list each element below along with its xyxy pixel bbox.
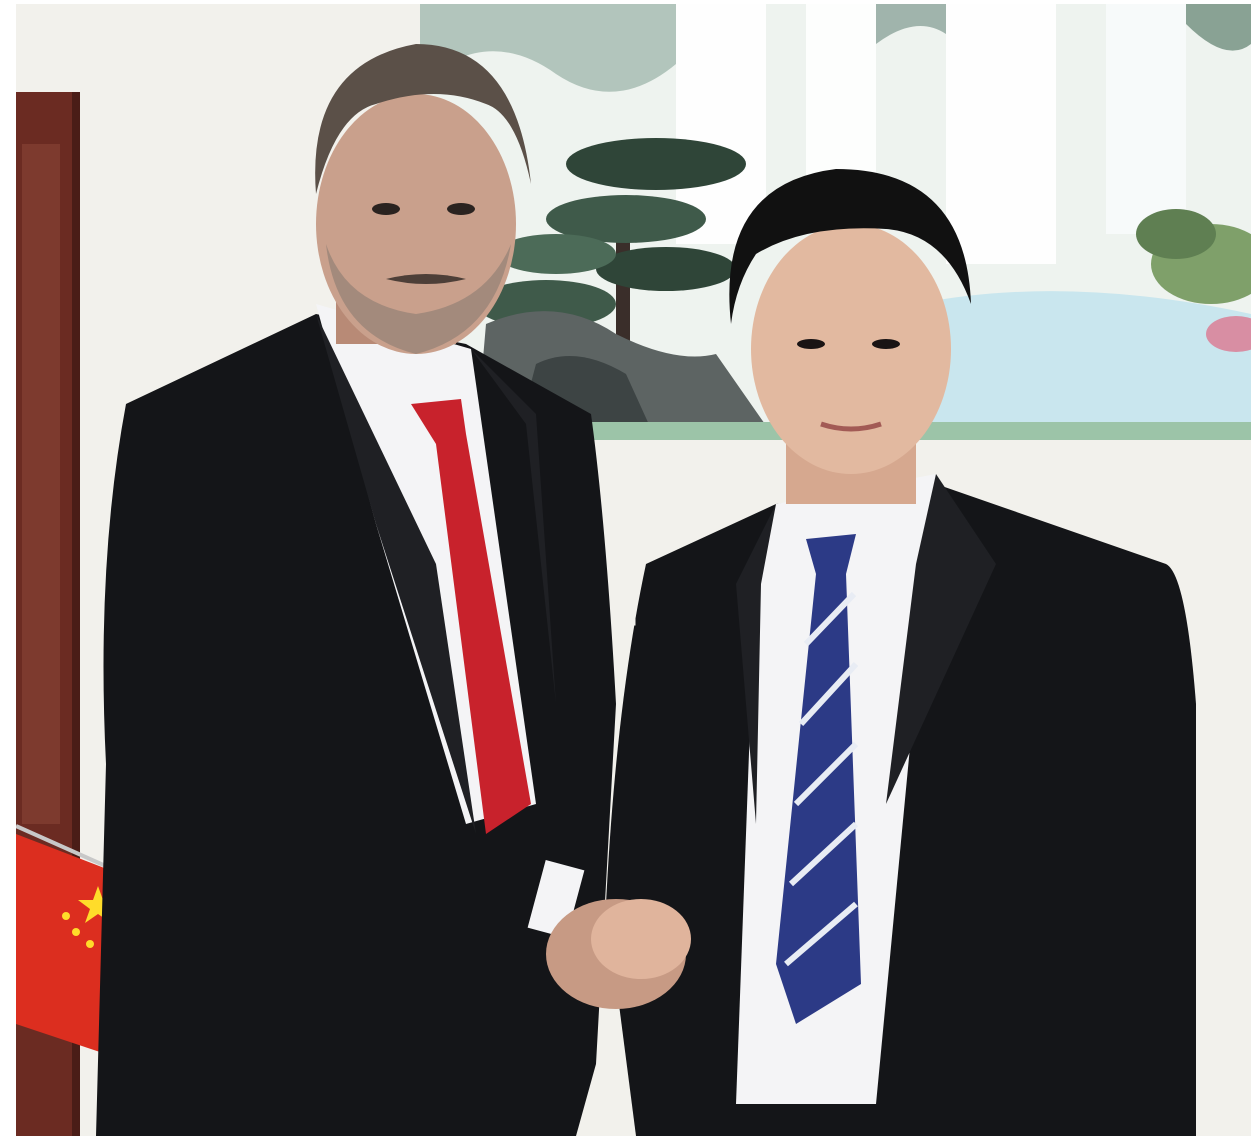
photo [16,4,1251,1136]
left-face [316,94,516,354]
left-hair [315,44,531,194]
man-left [96,44,616,1136]
navy-striped-tie [776,534,861,1024]
red-tie [411,399,531,834]
right-hair [729,169,971,324]
painted-pine-tree [476,138,746,354]
right-face [751,224,951,474]
man-right [606,169,1196,1136]
handshake [546,899,691,1009]
